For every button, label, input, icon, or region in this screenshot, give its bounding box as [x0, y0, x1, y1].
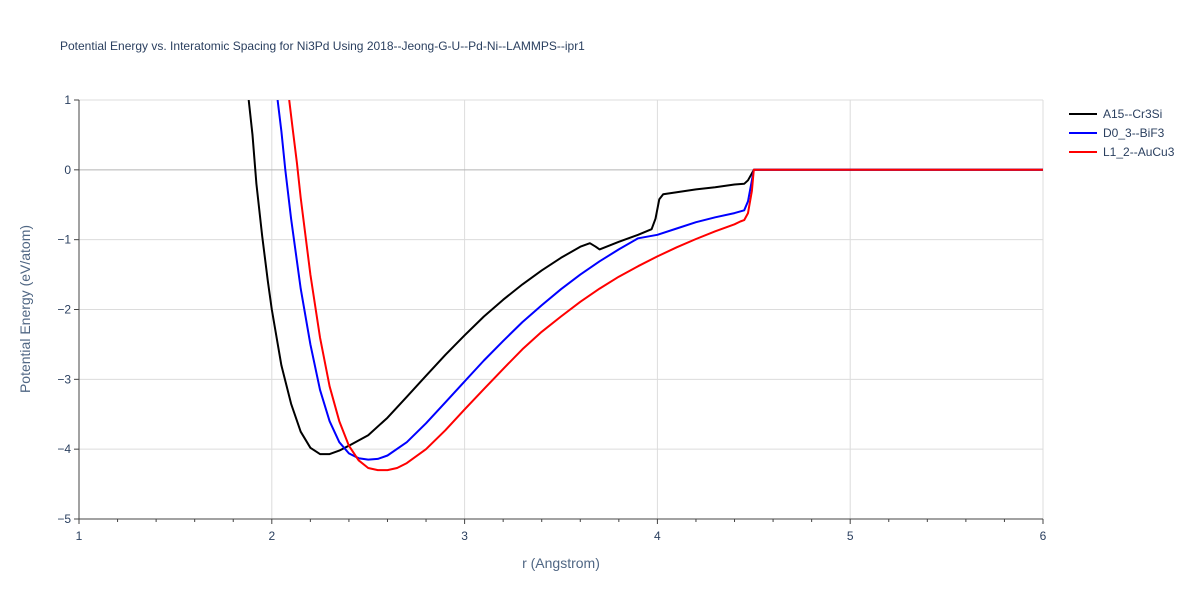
x-tick-label: 3	[461, 529, 468, 543]
legend: A15--Cr3Si D0_3--BiF3 L1_2--AuCu3	[1069, 107, 1175, 159]
y-axis-title: Potential Energy (eV/atom)	[17, 225, 33, 393]
legend-label: D0_3--BiF3	[1103, 126, 1165, 140]
y-tick-label: −2	[57, 303, 71, 317]
x-tick-label: 2	[268, 529, 275, 543]
x-axis-title: r (Angstrom)	[522, 555, 600, 571]
x-tick-label: 6	[1040, 529, 1047, 543]
x-tick-label: 1	[76, 529, 83, 543]
plot-lines	[247, 100, 1043, 472]
y-tick-label: −5	[57, 512, 71, 526]
grid	[79, 99, 1044, 519]
y-tick-label: −1	[57, 233, 71, 247]
chart-title: Potential Energy vs. Interatomic Spacing…	[60, 39, 585, 53]
legend-label: L1_2--AuCu3	[1103, 145, 1175, 159]
axes: 1 2 3 4 5 6 1 0 −1 −2 −3 −4 −5	[57, 93, 1046, 543]
series-line-0	[247, 100, 1043, 456]
x-tick-label: 4	[654, 529, 661, 543]
y-tick-label: −4	[57, 442, 71, 456]
y-tick-label: 0	[64, 163, 71, 177]
legend-label: A15--Cr3Si	[1103, 107, 1162, 121]
y-tick-label: −3	[57, 372, 71, 386]
x-tick-label: 5	[847, 529, 854, 543]
series-line-2	[288, 100, 1043, 472]
series-line-1	[276, 100, 1043, 461]
y-tick-label: 1	[64, 93, 71, 107]
